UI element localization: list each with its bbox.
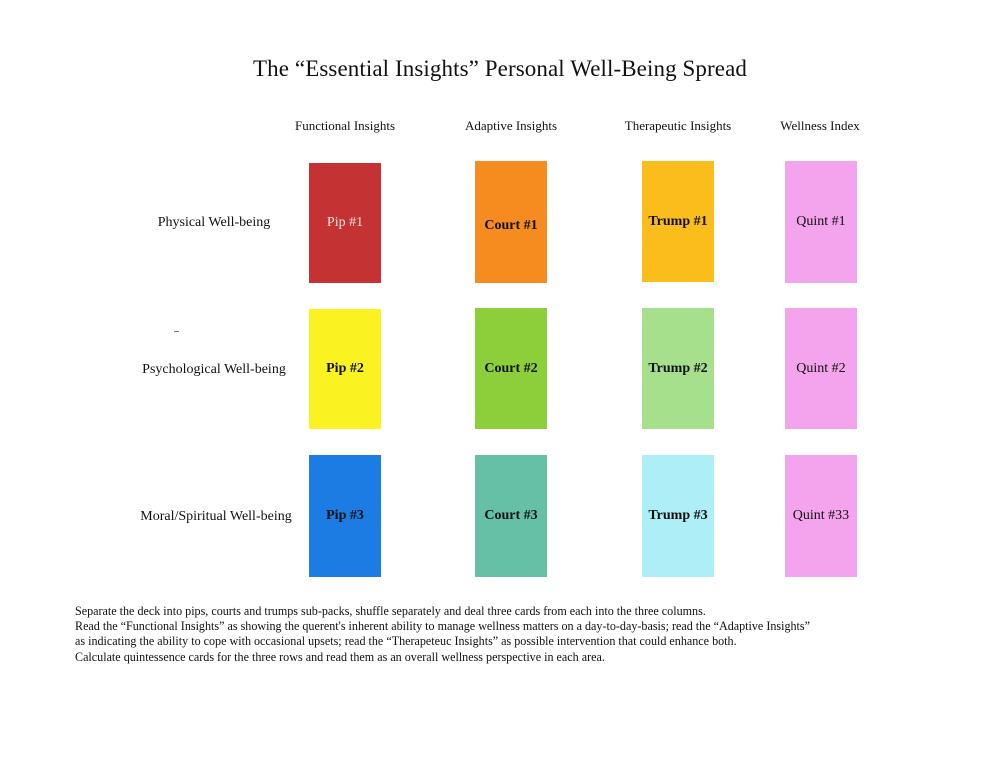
card-label: Quint #2 bbox=[796, 360, 846, 376]
column-header-adaptive: Adaptive Insights bbox=[464, 118, 558, 133]
card-label: Pip #3 bbox=[326, 508, 364, 523]
column-header-wellness: Wellness Index bbox=[780, 118, 860, 133]
card-quint-33: Quint #33 bbox=[785, 455, 857, 577]
card-pip-3: Pip #3 bbox=[309, 455, 381, 577]
card-label: Trump #3 bbox=[648, 508, 708, 523]
card-label: Court #2 bbox=[484, 360, 538, 376]
card-pip-1: Pip #1 bbox=[309, 163, 381, 283]
card-label: Quint #1 bbox=[796, 214, 846, 229]
card-quint-1: Quint #1 bbox=[785, 161, 857, 283]
card-quint-2: Quint #2 bbox=[785, 308, 857, 429]
instruction-line: as indicating the ability to cope with o… bbox=[75, 634, 737, 649]
instructions-text: Separate the deck into pips, courts and … bbox=[75, 604, 955, 665]
instruction-line: Separate the deck into pips, courts and … bbox=[75, 604, 706, 618]
card-court-2: Court #2 bbox=[475, 308, 547, 429]
card-trump-3: Trump #3 bbox=[642, 455, 714, 577]
card-label: Pip #2 bbox=[326, 361, 364, 376]
card-label: Court #1 bbox=[484, 218, 538, 233]
card-court-1: Court #1 bbox=[475, 161, 547, 283]
card-trump-1: Trump #1 bbox=[642, 161, 714, 282]
card-trump-2: Trump #2 bbox=[642, 308, 714, 429]
card-label: Trump #2 bbox=[648, 360, 708, 376]
scan-speck bbox=[174, 331, 179, 332]
card-label: Quint #33 bbox=[792, 508, 850, 523]
card-label: Pip #1 bbox=[326, 215, 364, 230]
card-pip-2: Pip #2 bbox=[309, 309, 381, 429]
card-court-3: Court #3 bbox=[475, 455, 547, 577]
instruction-line: Read the “Functional Insights” as showin… bbox=[75, 619, 810, 634]
card-label: Court #3 bbox=[484, 508, 538, 523]
row-label-physical: Physical Well-being bbox=[157, 215, 271, 230]
column-header-therapeutic: Therapeutic Insights bbox=[624, 118, 732, 133]
page-title: The “Essential Insights” Personal Well-B… bbox=[252, 56, 748, 81]
card-label: Trump #1 bbox=[648, 213, 708, 229]
column-header-functional: Functional Insights bbox=[294, 118, 396, 133]
row-label-psychological: Psychological Well-being bbox=[142, 362, 286, 377]
row-label-moral-spiritual: Moral/Spiritual Well-being bbox=[140, 509, 292, 524]
instruction-line: Calculate quintessence cards for the thr… bbox=[75, 649, 605, 664]
